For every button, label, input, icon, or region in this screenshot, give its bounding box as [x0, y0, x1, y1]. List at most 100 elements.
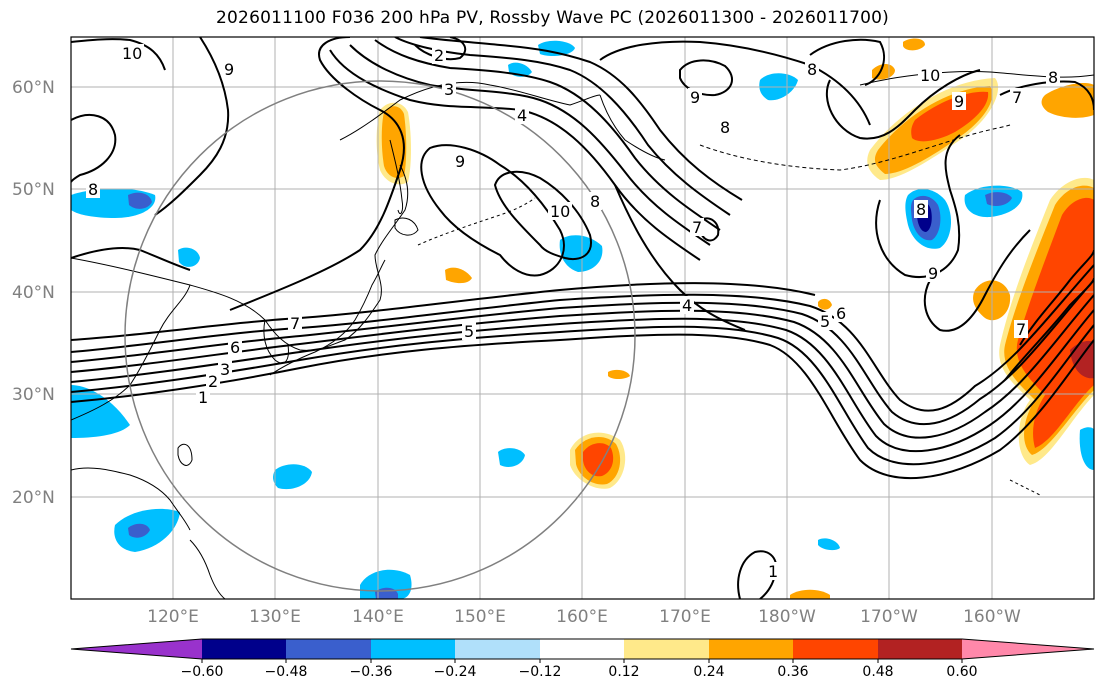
contour-line: [419, 37, 743, 201]
colorbar-segment: [71, 639, 202, 659]
anomaly-blob: [178, 247, 200, 267]
contour-label: 7: [1016, 320, 1026, 339]
contour-line: [71, 38, 166, 71]
lat-labels: 60°N 50°N 40°N 30°N 20°N: [12, 78, 55, 508]
coastline-alaska: [859, 71, 1094, 86]
colorbar: [70, 638, 1095, 663]
lon-label: 160°W: [963, 607, 1021, 627]
colorbar-segment: [624, 639, 709, 659]
anomaly-blob: [818, 538, 840, 551]
contour-line: [825, 69, 981, 140]
colorbar-label: 0.60: [946, 664, 977, 680]
anomaly-blob: [128, 192, 152, 209]
contour-label: 9: [224, 60, 234, 79]
contour-label: 3: [444, 80, 454, 99]
contour-label: 7: [1012, 88, 1022, 107]
lon-label: 170°E: [659, 607, 711, 627]
contour-label: 2: [434, 46, 444, 65]
coastline-japan: [269, 259, 386, 376]
contour-line: [493, 170, 592, 260]
anomaly-blob: [538, 40, 575, 56]
contour-label: 8: [720, 118, 730, 137]
lat-label: 40°N: [12, 283, 55, 303]
anomaly-blob: [790, 589, 830, 599]
contour-line: [154, 37, 230, 216]
contour-line: [71, 279, 1094, 426]
contour-line: [71, 333, 1094, 480]
contour-line: [394, 37, 731, 216]
contour-line: [809, 38, 885, 86]
contour-line: [414, 37, 467, 61]
coastline-korea: [263, 319, 289, 364]
contour-line: [229, 37, 405, 311]
contour-line: [737, 550, 778, 599]
anomaly-blob: [1079, 427, 1094, 470]
contour-label: 9: [455, 152, 465, 171]
contour-line: [1019, 249, 1094, 346]
map-title: 2026011100 F036 200 hPa PV, Rossby Wave …: [216, 8, 889, 28]
contour-label: 4: [517, 106, 527, 125]
coastline-kuril: [417, 197, 536, 246]
lon-label: 150°E: [454, 607, 506, 627]
anomaly-blob: [583, 443, 614, 477]
contour-line: [349, 44, 711, 246]
contour-label: 10: [550, 202, 570, 221]
contour-line: [614, 184, 746, 331]
lon-label: 120°E: [147, 607, 199, 627]
contour-line: [71, 294, 1094, 439]
colorbar-label: −0.36: [350, 664, 393, 680]
coastline-china-south: [71, 467, 191, 531]
lat-label: 50°N: [12, 180, 55, 200]
contour-line: [999, 80, 1094, 111]
contour-line: [923, 229, 1031, 332]
lat-label: 20°N: [12, 488, 55, 508]
contour-label: 8: [1048, 68, 1058, 87]
contour-label: 7: [290, 314, 300, 333]
contour-label: 5: [464, 322, 474, 341]
coastline-hawaii: [1009, 479, 1041, 496]
contour-label: 8: [916, 200, 926, 219]
colorbar-segment: [455, 639, 540, 659]
contour-line: [599, 40, 871, 126]
contour-label: 8: [88, 180, 98, 199]
colorbar-segment: [540, 639, 624, 659]
contour-label: 10: [920, 66, 940, 85]
contour-label: 7: [692, 218, 702, 237]
colorbar-segment: [286, 639, 371, 659]
anomaly-blob: [128, 523, 150, 538]
contour-label: 10: [122, 44, 142, 63]
lon-label: 130°E: [249, 607, 301, 627]
colorbar-segment: [878, 639, 962, 659]
contour-label: 3: [220, 360, 230, 379]
anomaly-blob: [818, 298, 832, 310]
lon-labels: 120°E 130°E 140°E 150°E 160°E 170°E 180°…: [147, 607, 1021, 627]
contour-label: 9: [928, 264, 938, 283]
lat-label: 30°N: [12, 385, 55, 405]
contour-label: 1: [198, 388, 208, 407]
colorbar-label: −0.48: [265, 664, 308, 680]
contour-label: 5: [820, 312, 830, 331]
lat-label: 60°N: [12, 78, 55, 98]
anomaly-blob: [71, 385, 130, 438]
pv-contours: [71, 37, 1094, 599]
anomaly-blob: [360, 569, 412, 599]
anomaly-blob: [445, 267, 472, 284]
contour-label: 2: [208, 372, 218, 391]
lon-label: 160°E: [556, 607, 608, 627]
colorbar-segment: [371, 639, 455, 659]
contour-line: [71, 114, 117, 183]
contour-line: [875, 134, 961, 278]
contour-line: [71, 309, 1094, 453]
anomaly-blob: [1070, 340, 1094, 379]
colorbar-segment: [962, 639, 1094, 659]
contour-line: [374, 39, 721, 231]
coastline-aleutians: [699, 124, 1011, 171]
coastline-asia: [71, 164, 409, 351]
lon-label: 170°W: [860, 607, 918, 627]
contour-label: 6: [230, 338, 240, 357]
colorbar-label: 0.24: [693, 664, 724, 680]
contour-label: 4: [682, 296, 692, 315]
coastline-china-east: [71, 284, 191, 421]
colorbar-segment: [793, 639, 878, 659]
coastlines: [71, 71, 1094, 599]
